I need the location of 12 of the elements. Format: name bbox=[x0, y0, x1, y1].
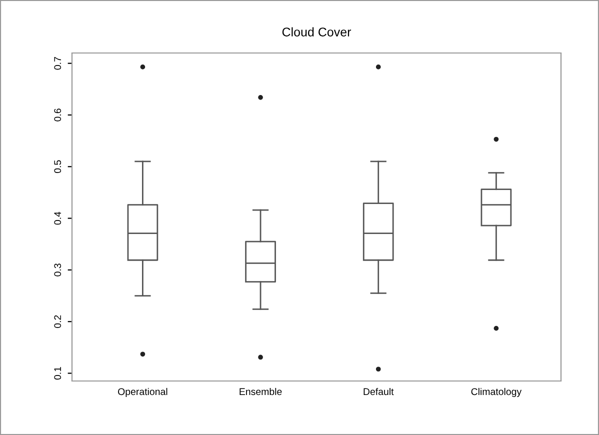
y-tick-label: 0.7 bbox=[54, 57, 62, 70]
y-tick-label: 0.1 bbox=[54, 366, 62, 380]
y-tick-label: 0.5 bbox=[54, 160, 62, 174]
y-tick-label: 0.3 bbox=[54, 264, 62, 276]
x-tick-label: Default bbox=[364, 388, 394, 396]
chart-title: Cloud Cover bbox=[282, 27, 352, 36]
x-tick-label: Climatology bbox=[471, 388, 522, 398]
y-tick-label: 0.6 bbox=[54, 108, 62, 122]
y-tick-label: 0.2 bbox=[54, 315, 62, 328]
x-tick-label: Operational bbox=[118, 388, 168, 398]
x-tick-label: Ensemble bbox=[240, 388, 282, 396]
y-tick-label: 0.4 bbox=[54, 212, 62, 225]
